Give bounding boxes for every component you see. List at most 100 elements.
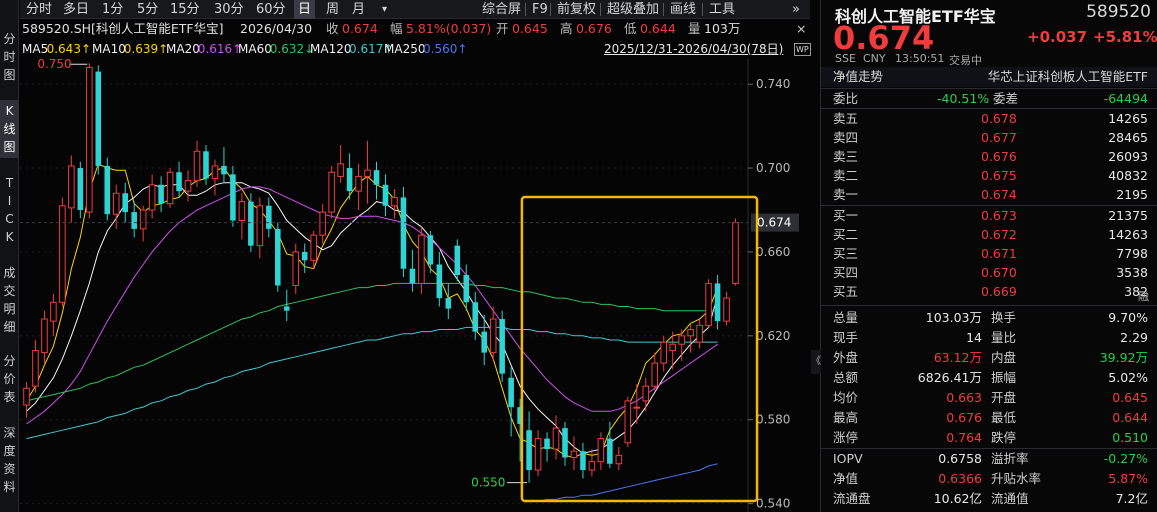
candle[interactable] — [256, 197, 264, 259]
candle[interactable] — [266, 197, 272, 238]
candle[interactable] — [41, 310, 48, 364]
candle[interactable] — [166, 168, 174, 208]
candle[interactable] — [59, 197, 66, 307]
period-tab-6[interactable]: 60分 — [256, 2, 286, 17]
candle[interactable] — [292, 243, 300, 294]
candle[interactable] — [77, 161, 84, 219]
candle[interactable] — [570, 436, 578, 471]
candle[interactable] — [489, 306, 497, 361]
candle[interactable] — [642, 377, 650, 412]
candle[interactable] — [337, 144, 344, 183]
candle[interactable] — [607, 421, 613, 468]
period-tab-2[interactable]: 1分 — [102, 2, 124, 17]
ask-row[interactable]: 卖二 0.675 40832 — [821, 166, 1157, 185]
toolbar-more-icon[interactable]: » — [792, 2, 800, 17]
candle[interactable] — [508, 367, 514, 437]
toolbar-action-0[interactable]: 综合屏 — [482, 2, 522, 17]
candle[interactable] — [588, 449, 596, 477]
candle[interactable] — [275, 222, 281, 292]
bid-row[interactable]: 买二 0.672 14263 — [821, 225, 1157, 244]
candle[interactable] — [651, 352, 659, 391]
candle[interactable] — [499, 310, 505, 382]
date-range[interactable]: 2025/12/31-2026/04/30(78日) — [604, 42, 784, 56]
candle[interactable] — [418, 226, 425, 294]
period-tab-0[interactable]: 分时 — [26, 2, 53, 17]
candle[interactable] — [364, 140, 371, 204]
candle[interactable] — [176, 161, 182, 198]
tracked-index[interactable]: 华芯上证科创板人工智能ETF — [987, 69, 1148, 84]
candle[interactable] — [678, 329, 685, 361]
candle[interactable] — [193, 140, 201, 187]
candle[interactable] — [373, 161, 380, 200]
period-tab-8[interactable]: 周 — [326, 2, 340, 17]
candle[interactable] — [732, 218, 739, 286]
ask-row[interactable]: 卖四 0.677 28465 — [821, 128, 1157, 147]
candle[interactable] — [104, 157, 111, 221]
candle[interactable] — [328, 165, 335, 219]
toolbar-action-1[interactable]: F9 — [532, 2, 548, 17]
candle[interactable] — [409, 249, 416, 292]
ask-row[interactable]: 卖三 0.676 26093 — [821, 147, 1157, 166]
candle[interactable] — [158, 176, 164, 213]
candle[interactable] — [544, 432, 550, 462]
candle[interactable] — [481, 314, 487, 366]
candle[interactable] — [131, 201, 137, 238]
candle[interactable] — [32, 340, 39, 393]
period-tab-3[interactable]: 5分 — [137, 2, 159, 17]
bid-row[interactable]: 买四 0.670 3538 — [821, 263, 1157, 282]
period-more-icon[interactable]: ▾ — [382, 4, 388, 15]
bid-row[interactable]: 买一 0.673 21375 — [821, 206, 1157, 225]
candle[interactable] — [526, 411, 532, 483]
candle[interactable] — [723, 291, 730, 326]
nav-trend-link[interactable]: 净值走势 — [833, 69, 884, 84]
candle[interactable] — [221, 147, 227, 183]
candle[interactable] — [211, 159, 219, 196]
kline-svg[interactable]: 0.740 0.700 0.660 0.620 0.580 0.540 0.750 0.550… — [20, 59, 810, 512]
bid-row[interactable]: 买三 0.671 7798 — [821, 244, 1157, 263]
candle[interactable] — [696, 319, 703, 349]
candle[interactable] — [597, 432, 605, 471]
sidebar-tab-0[interactable]: 分时图 — [0, 28, 19, 86]
candle[interactable] — [400, 186, 407, 278]
toolbar-action-3[interactable]: 超级叠加 — [607, 2, 660, 17]
period-tab-1[interactable]: 多日 — [63, 2, 90, 17]
candle[interactable] — [50, 293, 57, 336]
candle[interactable] — [283, 289, 290, 322]
candle[interactable] — [139, 205, 147, 242]
candle[interactable] — [427, 230, 434, 273]
candle[interactable] — [184, 170, 192, 202]
candle[interactable] — [534, 430, 542, 477]
candle[interactable] — [669, 331, 676, 370]
candle[interactable] — [230, 165, 236, 227]
candle[interactable] — [23, 381, 30, 418]
candle[interactable] — [633, 384, 641, 424]
candle[interactable] — [472, 291, 479, 341]
candle[interactable] — [112, 184, 120, 229]
candle[interactable] — [552, 415, 560, 460]
ask-row[interactable]: 卖一 0.674 2195 — [821, 185, 1157, 204]
candle[interactable] — [705, 279, 712, 328]
candle[interactable] — [86, 63, 93, 219]
toolbar-action-2[interactable]: 前复权 — [557, 2, 597, 17]
candle[interactable] — [660, 335, 667, 372]
period-tab-9[interactable]: 月 — [352, 2, 366, 17]
candle[interactable] — [562, 421, 568, 466]
candle[interactable] — [615, 446, 623, 471]
sidebar-tab-4[interactable]: 分价表 — [0, 350, 19, 408]
candle[interactable] — [310, 230, 317, 269]
candle[interactable] — [355, 163, 362, 210]
toolbar-action-4[interactable]: 画线 — [670, 2, 697, 17]
candle[interactable] — [463, 264, 470, 311]
ask-row[interactable]: 卖五 0.678 14265 — [821, 109, 1157, 128]
candle[interactable] — [68, 155, 75, 223]
period-tab-5[interactable]: 30分 — [214, 2, 244, 17]
candle[interactable] — [122, 182, 128, 223]
sidebar-tab-3[interactable]: 成交明细 — [0, 262, 19, 338]
candle[interactable] — [203, 144, 209, 185]
period-tab-4[interactable]: 15分 — [170, 2, 200, 17]
candle[interactable] — [580, 442, 586, 479]
sidebar-tab-5[interactable]: 深度资料 — [0, 422, 19, 498]
bid-row[interactable]: 买五 0.669 382 — [821, 282, 1157, 301]
candle[interactable] — [238, 193, 246, 240]
candle[interactable] — [436, 251, 443, 307]
